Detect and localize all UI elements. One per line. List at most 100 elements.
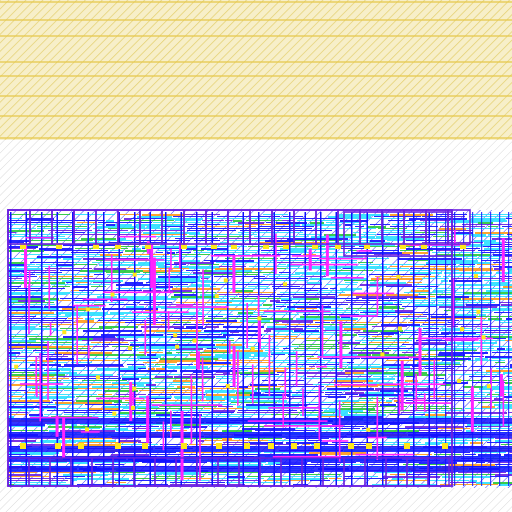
poly-wire (418, 328, 422, 377)
metal-track-segment (209, 426, 238, 427)
metal-track-segment (168, 368, 210, 369)
metal-track-segment (383, 302, 393, 304)
metal-track-segment (470, 480, 477, 482)
metal-track-segment (409, 218, 467, 220)
standard-cell-block (7, 209, 512, 488)
metal-track-segment (500, 276, 512, 277)
metal-track-segment (419, 430, 462, 431)
metal-track-segment (189, 444, 216, 445)
metal-track-segment (367, 410, 410, 411)
metal-track-segment (136, 256, 201, 257)
metal-track-segment (8, 316, 36, 317)
metal-track-segment (8, 454, 30, 455)
metal-track-segment (94, 274, 103, 275)
metal-track-segment (8, 222, 73, 223)
metal-track-segment (154, 284, 188, 285)
metal-track-segment (176, 352, 229, 353)
metal-track-segment (115, 246, 139, 247)
metal-track-segment (194, 240, 220, 241)
metal-track-segment (112, 346, 139, 347)
metal-track-segment (239, 296, 290, 297)
poly-wire (150, 243, 154, 289)
metal-track-segment (8, 360, 40, 361)
metal-track-segment (455, 298, 461, 300)
metal-track-segment (75, 302, 124, 303)
via-contact (421, 243, 427, 249)
metal-track-segment (353, 232, 361, 233)
metal-track-segment (332, 424, 388, 425)
metal-track-segment (260, 472, 314, 473)
metal-track-segment (237, 412, 298, 413)
metal-track-segment (427, 318, 486, 319)
metal-track-segment (148, 366, 160, 367)
metal-track-segment (323, 324, 377, 325)
via-contact (223, 278, 228, 283)
metal-track-segment (436, 250, 475, 251)
metal-track-segment (69, 428, 100, 429)
metal-track-segment (449, 334, 500, 335)
via-contact (142, 443, 148, 449)
metal-track-segment (140, 346, 186, 348)
poly-wire (445, 339, 479, 341)
metal-track-segment (278, 384, 313, 385)
metal-track-segment (431, 300, 469, 301)
metal-track-segment (46, 300, 57, 301)
poly-wire (168, 267, 171, 293)
metal-track-segment (85, 318, 94, 320)
metal-track-segment (507, 268, 512, 270)
metal-track-segment (240, 230, 271, 231)
metal-track-segment (224, 288, 270, 289)
metal-track-segment (119, 444, 158, 445)
metal-track-segment (462, 298, 512, 300)
metal-track-segment (390, 266, 399, 267)
metal-track-segment (79, 442, 137, 443)
metal-track-segment (69, 374, 113, 376)
metal-track-segment (117, 214, 141, 215)
metal-track-segment (313, 320, 356, 321)
metal-track-segment (371, 278, 422, 280)
metal-track-segment (8, 234, 72, 235)
metal-track-segment (374, 254, 410, 255)
metal-track-segment (55, 402, 112, 404)
metal-track-segment (8, 336, 59, 337)
poly-wire (24, 243, 28, 288)
metal-track-segment (446, 346, 511, 347)
metal-track-segment (122, 360, 156, 361)
metal-track-segment (452, 232, 473, 234)
metal-track-segment (358, 354, 371, 356)
metal-track-segment (53, 476, 85, 477)
poly-wire (146, 395, 150, 444)
metal-track-segment (203, 222, 235, 223)
metal-track-segment (197, 246, 247, 247)
metal-strap (304, 212, 306, 486)
metal-track-segment (30, 262, 74, 263)
metal-track-segment (344, 328, 366, 330)
metal-track-segment (136, 416, 192, 417)
metal-track-segment (280, 292, 345, 293)
metal-track-segment (104, 390, 138, 392)
metal-track-segment (126, 268, 189, 269)
metal-track-segment (118, 452, 176, 453)
metal-track-segment (8, 378, 69, 379)
metal-track-segment (478, 454, 501, 456)
metal-track-segment (313, 384, 341, 385)
poly-wire (409, 244, 470, 246)
metal-track-segment (159, 360, 211, 362)
metal-track-segment (480, 350, 512, 351)
metal-track-segment (198, 410, 210, 411)
poly-wire (263, 310, 331, 313)
metal-track-segment (161, 308, 214, 309)
metal-track-segment (97, 368, 138, 370)
poly-wire (412, 399, 425, 402)
via-contact (132, 272, 137, 277)
metal-track-segment (360, 264, 425, 265)
metal-track-segment (63, 444, 118, 446)
metal-track-segment (36, 274, 90, 275)
via-contact (231, 243, 237, 249)
via-contact (110, 292, 115, 297)
metal-track-segment (501, 444, 512, 445)
metal-track-segment (439, 306, 497, 308)
poly-wire (499, 374, 503, 397)
poly-wire (454, 230, 456, 244)
metal-track-segment (48, 426, 102, 428)
